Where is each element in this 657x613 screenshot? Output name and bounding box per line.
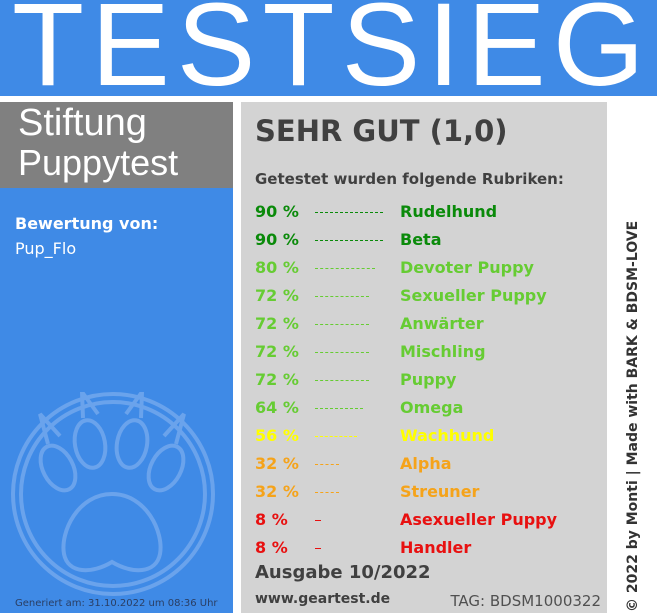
category-name: Handler <box>400 538 472 557</box>
category-bar <box>315 464 339 465</box>
brand-box: Stiftung Puppytest <box>0 102 233 188</box>
categories-intro: Getestet wurden folgende Rubriken: <box>255 170 564 188</box>
category-percent: 8 % <box>255 510 288 529</box>
category-row: 8 % Handler <box>255 534 605 562</box>
category-row: 72 % Anwärter <box>255 310 605 338</box>
category-bar <box>315 548 321 549</box>
testsieger-title: TESTSIEGER <box>12 0 657 96</box>
category-row: 80 % Devoter Puppy <box>255 254 605 282</box>
category-list: 90 % Rudelhund 90 % Beta 80 % Devoter Puppy 72… <box>255 198 605 562</box>
category-row: 32 % Alpha <box>255 450 605 478</box>
tag-label: TAG: BDSM1000322 <box>450 592 601 610</box>
category-row: 72 % Sexueller Puppy <box>255 282 605 310</box>
category-percent: 56 % <box>255 426 299 445</box>
category-bar <box>315 436 357 437</box>
category-name: Alpha <box>400 454 452 473</box>
copyright-vertical: © 2022 by Monti | Made with BARK & BDSM-… <box>625 220 641 612</box>
category-bar <box>315 492 339 493</box>
category-name: Mischling <box>400 342 486 361</box>
category-percent: 32 % <box>255 454 299 473</box>
header-banner: TESTSIEGER <box>0 0 657 96</box>
category-bar <box>315 324 369 325</box>
grade-heading: SEHR GUT (1,0) <box>255 114 508 148</box>
category-bar <box>315 380 369 381</box>
generated-date: Generiert am: 31.10.2022 um 08:36 Uhr <box>15 598 218 609</box>
category-row: 64 % Omega <box>255 394 605 422</box>
category-percent: 8 % <box>255 538 288 557</box>
category-name: Rudelhund <box>400 202 498 221</box>
brand-line-1: Stiftung <box>18 102 147 144</box>
category-name: Beta <box>400 230 442 249</box>
category-name: Puppy <box>400 370 457 389</box>
category-bar <box>315 296 369 297</box>
category-bar <box>315 268 375 269</box>
category-bar <box>315 408 363 409</box>
category-percent: 80 % <box>255 258 299 277</box>
category-name: Sexueller Puppy <box>400 286 547 305</box>
category-row: 72 % Puppy <box>255 366 605 394</box>
category-percent: 90 % <box>255 202 299 221</box>
left-column: Stiftung Puppytest Bewertung von: Pup_Fl… <box>0 102 233 613</box>
category-row: 32 % Streuner <box>255 478 605 506</box>
category-name: Streuner <box>400 482 480 501</box>
category-percent: 72 % <box>255 314 299 333</box>
result-panel: SEHR GUT (1,0) Getestet wurden folgende … <box>241 102 607 613</box>
category-name: Devoter Puppy <box>400 258 534 277</box>
category-row: 56 % Wachhund <box>255 422 605 450</box>
category-name: Omega <box>400 398 464 417</box>
category-row: 72 % Mischling <box>255 338 605 366</box>
paw-icon <box>11 392 215 596</box>
category-row: 90 % Beta <box>255 226 605 254</box>
category-name: Wachhund <box>400 426 495 445</box>
category-percent: 72 % <box>255 286 299 305</box>
category-row: 8 % Asexueller Puppy <box>255 506 605 534</box>
category-bar <box>315 212 383 213</box>
rated-by-label: Bewertung von: <box>15 214 159 233</box>
category-name: Anwärter <box>400 314 484 333</box>
category-percent: 72 % <box>255 342 299 361</box>
category-bar <box>315 240 383 241</box>
category-percent: 32 % <box>255 482 299 501</box>
category-percent: 90 % <box>255 230 299 249</box>
category-percent: 72 % <box>255 370 299 389</box>
rated-by-name: Pup_Flo <box>15 239 77 258</box>
category-row: 90 % Rudelhund <box>255 198 605 226</box>
brand-line-2: Puppytest <box>18 142 179 183</box>
category-bar <box>315 352 369 353</box>
category-percent: 64 % <box>255 398 299 417</box>
category-name: Asexueller Puppy <box>400 510 558 529</box>
category-bar <box>315 520 321 521</box>
issue-label: Ausgabe 10/2022 <box>255 562 431 583</box>
website-link[interactable]: www.geartest.de <box>255 591 391 607</box>
